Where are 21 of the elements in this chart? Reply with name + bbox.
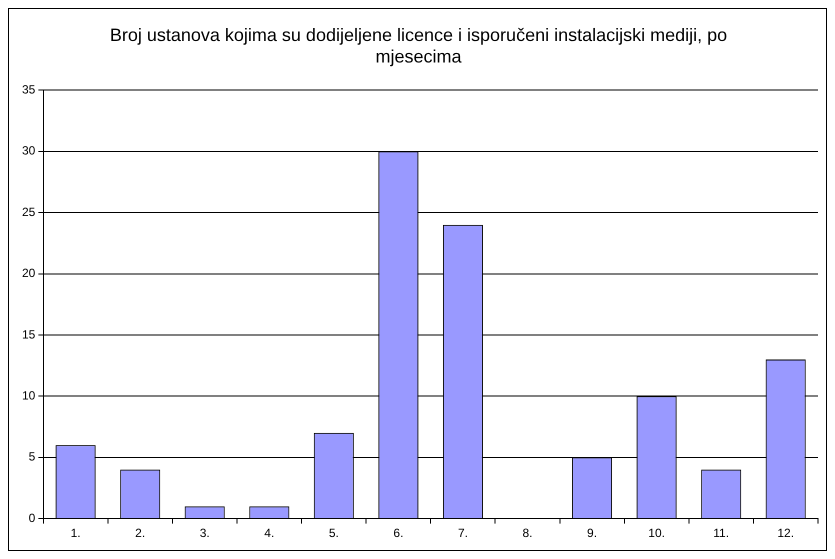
x-tick-label: 3. [200, 526, 210, 540]
x-tick-label: 4. [264, 526, 274, 540]
y-tick-label: 25 [22, 204, 36, 219]
chart-title: Broj ustanova kojima su dodijeljene licence i isporučeni instalacijski mediji, po mjesecima [110, 24, 728, 66]
y-tick-label: 20 [22, 266, 36, 280]
x-tick-label: 10. [648, 526, 665, 540]
x-tick-label: 8. [522, 526, 533, 540]
y-tick-label: 30 [22, 144, 36, 158]
x-tick-label: 9. [587, 526, 598, 540]
y-tick-label: 35 [22, 82, 36, 97]
x-tick-label: 1. [70, 526, 81, 540]
y-tick-label: 15 [22, 327, 36, 342]
y-tick-label: 5 [28, 450, 36, 464]
x-tick-label: 5. [328, 526, 339, 540]
x-tick-label: 6. [393, 526, 404, 540]
x-tick-label: 11. [713, 526, 730, 540]
y-tick-label: 10 [22, 388, 36, 403]
x-tick-label: 12. [777, 526, 794, 540]
y-tick-label: 0 [28, 510, 36, 525]
x-tick-label: 7. [458, 526, 468, 540]
x-tick-label: 2. [135, 526, 146, 540]
